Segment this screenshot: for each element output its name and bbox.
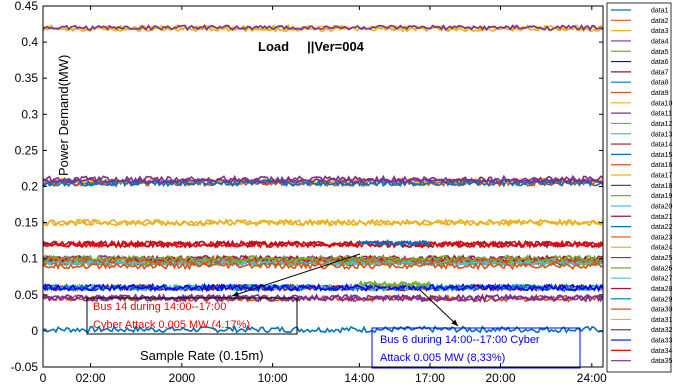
y-tick-label: 0.45 [15, 0, 39, 13]
legend-label-data8: data8 [651, 80, 669, 87]
legend-label-data24: data24 [651, 245, 673, 252]
series-layer [42, 23, 604, 334]
legend-label-data29: data29 [651, 296, 673, 303]
legend-label-data32: data32 [651, 327, 673, 334]
x-tick-label: 10:00 [258, 371, 288, 385]
legend-box [606, 2, 672, 373]
legend-label-data3: data3 [651, 28, 669, 35]
legend-label-data1: data1 [651, 8, 669, 15]
x-tick-label: 17:00 [415, 371, 445, 385]
legend-label-data6: data6 [651, 59, 669, 66]
x-tick-label: 14:00 [344, 371, 374, 385]
series-line-data26 [42, 253, 604, 264]
y-tick-label: 0.4 [21, 35, 38, 49]
x-tick-label: 2000 [169, 371, 196, 385]
plot-area: Bus 14 during 14:00--17:00 Cyber Attack 0… [11, 0, 607, 385]
annotation-arrow-1 [231, 253, 361, 297]
legend-label-data35: data35 [651, 358, 673, 365]
legend-label-data11: data11 [651, 111, 672, 118]
attack-segment-2 [358, 280, 431, 289]
series-line-data1 [42, 324, 604, 334]
legend-label-data10: data10 [651, 100, 673, 107]
y-tick-label: 0.35 [15, 71, 39, 85]
legend-label-data21: data21 [651, 214, 673, 221]
series-line-data34 [42, 239, 604, 249]
y-axis-label: Power Demand(MW) [56, 55, 71, 176]
legend-label-data17: data17 [651, 173, 673, 180]
y-tick-label: 0 [31, 324, 38, 338]
annotation-arrowhead-2 [451, 319, 458, 326]
annotation-box-1 [86, 297, 298, 335]
x-tick-label: 02:00 [76, 371, 106, 385]
annotation-text-2-2: Attack 0.005 MW (8,33%) [380, 352, 505, 364]
y-tick-label: -0.05 [11, 360, 39, 374]
legend-label-data31: data31 [651, 317, 673, 324]
attack-segment-1 [358, 239, 431, 247]
legend-label-data15: data15 [651, 152, 673, 159]
y-tick-label: 0.2 [21, 180, 38, 194]
legend-label-data18: data18 [651, 183, 673, 190]
legend-label-data5: data5 [651, 49, 669, 56]
series-line-data25 [42, 23, 604, 32]
legend-label-data12: data12 [651, 121, 673, 128]
x-tick-label: 20:00 [486, 371, 516, 385]
y-axis: -0.05 0 0.05 0.1 0.15 0.2 0.25 0.3 0.35 0.4 0.45 [11, 0, 603, 374]
series-line-data31 [42, 217, 604, 228]
series-line-data22 [42, 178, 604, 188]
legend-label-data14: data14 [651, 142, 673, 149]
legend-label-data22: data22 [651, 224, 673, 231]
legend-label-data19: data19 [651, 193, 673, 200]
legend-label-data28: data28 [651, 286, 673, 293]
legend-items: data1 data2 data3 data4 data5 data6 data7 data8… [611, 8, 673, 365]
legend-label-data27: data27 [651, 276, 673, 283]
legend-label-data16: data16 [651, 162, 673, 169]
chart-title: Load ||Ver=004 [258, 39, 365, 54]
series-line-data35 [42, 177, 604, 185]
legend-label-data34: data34 [651, 348, 673, 355]
x-tick-label: 0 [40, 371, 47, 385]
x-tick-label: 24:00 [577, 371, 607, 385]
legend-label-data13: data13 [651, 131, 673, 138]
y-tick-label: 0.25 [15, 143, 39, 157]
legend-label-data23: data23 [651, 234, 673, 241]
legend-label-data30: data30 [651, 307, 673, 314]
legend: data1 data2 data3 data4 data5 data6 data7 data8… [606, 2, 673, 373]
annotation-text-2-1: Bus 6 during 14:00--17:00 Cyber [380, 334, 540, 346]
annotation-text-1-1: Bus 14 during 14:00--17:00 [93, 301, 226, 313]
legend-label-data9: data9 [651, 90, 669, 97]
legend-label-data33: data33 [651, 338, 673, 345]
attack-segments-layer [358, 239, 431, 289]
annotation-arrow-2 [419, 289, 459, 327]
series-line-data32 [42, 293, 604, 304]
legend-label-data25: data25 [651, 255, 673, 262]
x-axis-label: Sample Rate (0.15m) [140, 348, 264, 363]
y-tick-label: 0.15 [15, 216, 39, 230]
series-line-data29 [42, 282, 604, 293]
annotation-arrowhead-1 [232, 291, 239, 297]
legend-label-data26: data26 [651, 265, 673, 272]
legend-label-data2: data2 [651, 18, 669, 25]
annotation-text-1-2: Cyber Attack 0.005 MW (4.17%) [93, 319, 250, 331]
annotation-box-2 [371, 327, 581, 369]
legend-label-data4: data4 [651, 38, 669, 45]
y-tick-label: 0.1 [21, 252, 38, 266]
series-line-data33 [42, 282, 604, 293]
series-line-data30 [42, 261, 604, 271]
plot-background [43, 6, 603, 367]
legend-label-data7: data7 [651, 69, 669, 76]
y-tick-label: 0.3 [21, 107, 38, 121]
legend-label-data20: data20 [651, 203, 673, 210]
annotation-layer: Bus 14 during 14:00--17:00 Cyber Attack 0… [86, 253, 581, 369]
x-axis: 0 02:00 2000 10:00 14:00 17:00 20:00 24:00 [40, 6, 607, 385]
y-tick-label: 0.05 [15, 288, 39, 302]
